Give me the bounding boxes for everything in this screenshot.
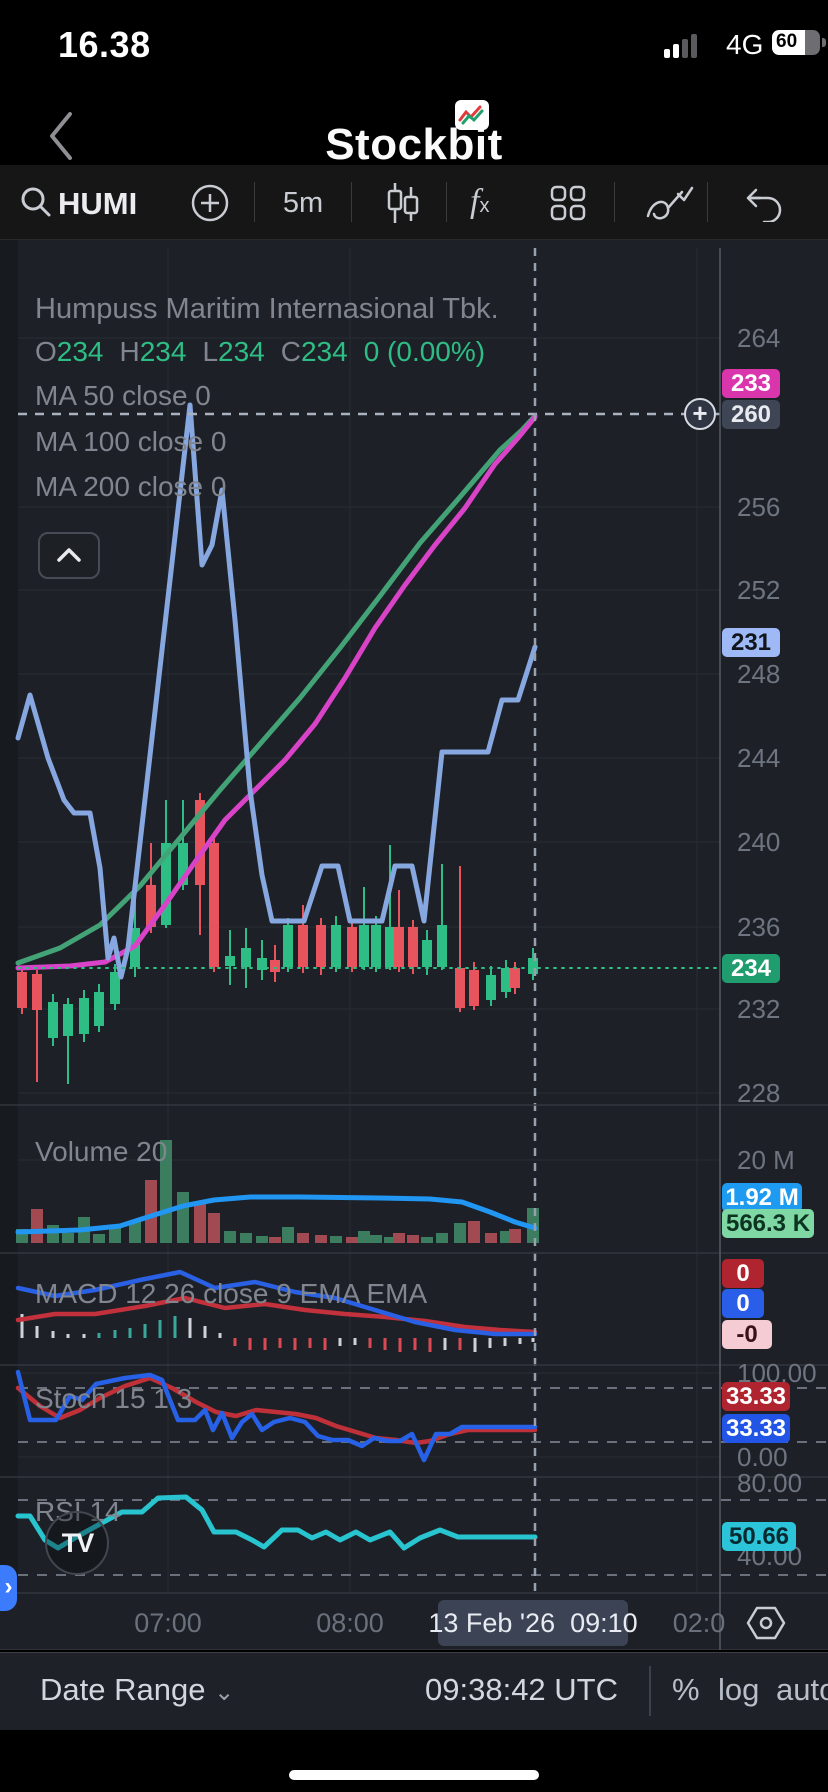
percent-scale-button[interactable]: %: [672, 1672, 700, 1707]
axis-tick-label: 256: [737, 492, 781, 522]
battery-icon: 60: [772, 30, 820, 55]
toolbar-divider: [351, 182, 352, 222]
date-range-button[interactable]: Date Range ⌄: [40, 1672, 235, 1707]
chart-left-gutter: [0, 240, 18, 1593]
axis-tick-label: 240: [737, 827, 781, 857]
auto-scale-button[interactable]: auto: [776, 1672, 828, 1707]
collapse-legend-button[interactable]: [38, 532, 100, 579]
battery-nub: [822, 38, 826, 47]
axis-tick-label: 244: [737, 743, 781, 773]
time-tick-partial: 02:0: [672, 1608, 726, 1638]
toolbar-divider: [614, 182, 615, 222]
ma100-label: MA 100 close 0: [35, 426, 227, 457]
ma200-label: MA 200 close 0: [35, 471, 227, 502]
stockbit-logo-icon: [455, 100, 489, 130]
axis-value-badge: -0: [722, 1320, 772, 1349]
axis-value-badge: 566.3 K: [722, 1209, 814, 1238]
tradingview-watermark: TV: [45, 1511, 109, 1575]
axis-value-badge: 234: [722, 954, 780, 983]
axis-value-badge: 233: [722, 369, 780, 398]
crosshair-plus-button[interactable]: +: [684, 398, 716, 430]
axis-tick-label: 20 M: [737, 1145, 795, 1175]
add-indicator-button[interactable]: [190, 183, 230, 223]
axis-value-badge: 33.33: [722, 1382, 790, 1411]
toolbar-divider: [707, 182, 708, 222]
axis-tick-label: 228: [737, 1078, 781, 1108]
candlestick-style-button[interactable]: [382, 181, 424, 225]
axis-tick-label: 236: [737, 912, 781, 942]
chart-settings-hexagon-button[interactable]: [742, 1600, 790, 1646]
fx-indicator-button[interactable]: fx: [470, 183, 490, 220]
instrument-title: Humpuss Maritim Internasional Tbk.: [35, 293, 499, 325]
undo-button[interactable]: [740, 186, 786, 222]
network-type: 4G: [726, 29, 764, 60]
utc-clock[interactable]: 09:38:42 UTC: [425, 1672, 618, 1707]
drawer-pull-handle[interactable]: ›: [0, 1565, 17, 1611]
volume-pane-label: Volume 20: [35, 1136, 168, 1167]
axis-value-badge: 1.92 M: [722, 1183, 802, 1212]
axis-tick-label: 252: [737, 575, 781, 605]
footer-divider: [649, 1666, 651, 1716]
stoch-pane-label: Stoch 15 1 3: [35, 1383, 193, 1414]
axis-value-badge: 0: [722, 1259, 764, 1288]
axis-value-badge: 33.33: [722, 1414, 790, 1443]
ma50-label: MA 50 close 0: [35, 380, 211, 411]
back-button[interactable]: [40, 104, 84, 168]
signal-strength-icon: [664, 34, 697, 58]
axis-value-badge: 0: [722, 1289, 764, 1318]
chart-footer-bar: [0, 1652, 828, 1730]
home-indicator: [289, 1770, 539, 1780]
draw-brush-button[interactable]: [644, 182, 694, 224]
toolbar-divider: [446, 182, 447, 222]
status-time: 16.38: [58, 24, 151, 65]
crosshair-price-badge: 260: [722, 400, 780, 429]
axis-tick-label: 264: [737, 323, 781, 353]
axis-tick-label: 80.00: [737, 1468, 803, 1498]
time-tick: 07:00: [134, 1608, 202, 1638]
interval-button[interactable]: 5m: [282, 187, 324, 219]
axis-tick-label: 0.00: [737, 1442, 788, 1472]
change-readout: 0 (0.00%): [363, 336, 486, 367]
chart-plot-area[interactable]: [0, 240, 828, 1650]
crosshair-time-tooltip: 13 Feb '26 09:10: [428, 1600, 638, 1646]
time-tick: 08:00: [316, 1608, 384, 1638]
search-icon[interactable]: [18, 184, 54, 220]
battery-percent: 60: [776, 31, 798, 52]
ohlc-readout: O234 H234 L234 C234 0 (0.00%): [35, 336, 486, 367]
log-scale-button[interactable]: log: [718, 1672, 760, 1707]
chevron-down-icon: ⌄: [214, 1679, 235, 1706]
axis-tick-label: 232: [737, 994, 781, 1024]
axis-tick-label: 248: [737, 659, 781, 689]
layout-grid-button[interactable]: [548, 183, 588, 223]
toolbar-divider: [254, 182, 255, 222]
macd-pane-label: MACD 12 26 close 9 EMA EMA: [35, 1278, 428, 1309]
axis-value-badge: 231: [722, 628, 780, 657]
axis-value-badge: 50.66: [722, 1522, 796, 1551]
symbol-search[interactable]: HUMI: [58, 186, 138, 221]
